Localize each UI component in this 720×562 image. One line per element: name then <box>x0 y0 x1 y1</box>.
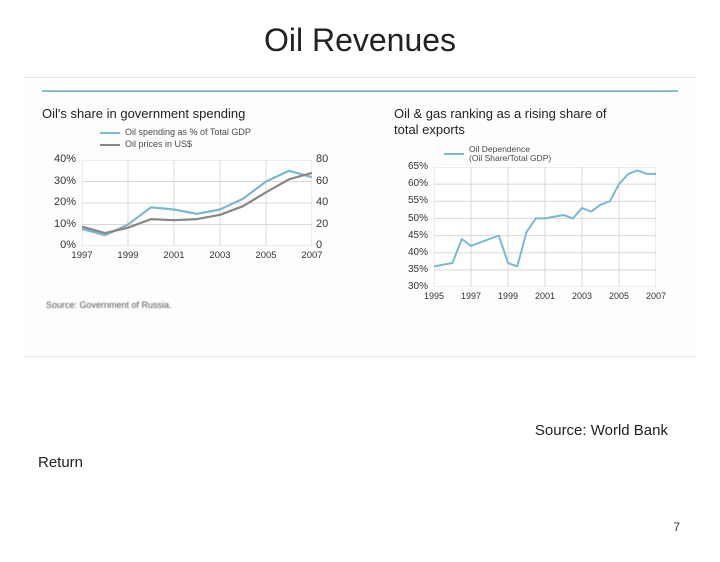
accent-divider <box>42 90 678 92</box>
legend-item: Oil prices in US$ <box>100 140 372 150</box>
y-axis-label: 60% <box>396 178 428 189</box>
x-axis-label: 2001 <box>535 291 555 301</box>
legend-item: Oil spending as % of Total GDP <box>100 128 372 138</box>
y-axis-label: 35% <box>396 264 428 275</box>
right-chart-legend: Oil Dependence (Oil Share/Total GDP) <box>444 145 684 164</box>
x-axis-label: 1999 <box>498 291 518 301</box>
left-chart-plot: 40%30%20%10%0% 806040200 199719992001200… <box>42 154 372 274</box>
x-axis-label: 2003 <box>572 291 592 301</box>
slide-title: Oil Revenues <box>0 22 720 59</box>
x-axis-label: 2005 <box>255 250 276 261</box>
y-axis-right-label: 40 <box>316 196 338 208</box>
x-axis-label: 2005 <box>609 291 629 301</box>
right-chart-svg <box>434 167 656 287</box>
right-chart-title: Oil & gas ranking as a rising share of t… <box>394 106 684 139</box>
legend-swatch <box>100 132 120 134</box>
left-chart-source: Source: Government of Russia. <box>46 300 372 310</box>
right-chart: Oil & gas ranking as a rising share of t… <box>394 106 684 315</box>
y-axis-label: 40% <box>396 247 428 258</box>
left-chart-legend: Oil spending as % of Total GDP Oil prices… <box>42 128 372 150</box>
chart-panel: Oil's share in government spending Oil s… <box>24 77 696 357</box>
source-label: Source: World Bank <box>535 422 668 439</box>
left-chart: Oil's share in government spending Oil s… <box>42 106 372 310</box>
y-axis-right-label: 60 <box>316 175 338 187</box>
return-link[interactable]: Return <box>38 454 83 471</box>
legend-label: Oil spending as % of Total GDP <box>125 128 251 138</box>
legend-item: Oil Dependence (Oil Share/Total GDP) <box>444 145 684 164</box>
y-axis-label: 65% <box>396 161 428 172</box>
y-axis-right-label: 20 <box>316 218 338 230</box>
x-axis-label: 2007 <box>301 250 322 261</box>
y-axis-label: 45% <box>396 230 428 241</box>
y-axis-label: 55% <box>396 195 428 206</box>
x-axis-label: 1999 <box>117 250 138 261</box>
y-axis-right-label: 80 <box>316 153 338 165</box>
y-axis-label: 50% <box>396 213 428 224</box>
y-axis-label: 10% <box>42 218 76 230</box>
x-axis-label: 2007 <box>646 291 666 301</box>
legend-swatch <box>100 144 120 146</box>
legend-label: Oil Dependence (Oil Share/Total GDP) <box>469 145 551 164</box>
x-axis-label: 1997 <box>71 250 92 261</box>
left-chart-title: Oil's share in government spending <box>42 106 372 122</box>
x-axis-label: 1995 <box>424 291 444 301</box>
y-axis-label: 30% <box>42 175 76 187</box>
legend-label: Oil prices in US$ <box>125 140 192 150</box>
page-number: 7 <box>673 520 680 534</box>
right-chart-plot: 65%60%55%50%45%40%35%30% 199519971999200… <box>394 165 684 315</box>
left-chart-svg <box>82 160 312 246</box>
legend-swatch <box>444 153 464 155</box>
y-axis-label: 40% <box>42 153 76 165</box>
x-axis-label: 2003 <box>209 250 230 261</box>
x-axis-label: 2001 <box>163 250 184 261</box>
y-axis-label: 20% <box>42 196 76 208</box>
x-axis-label: 1997 <box>461 291 481 301</box>
